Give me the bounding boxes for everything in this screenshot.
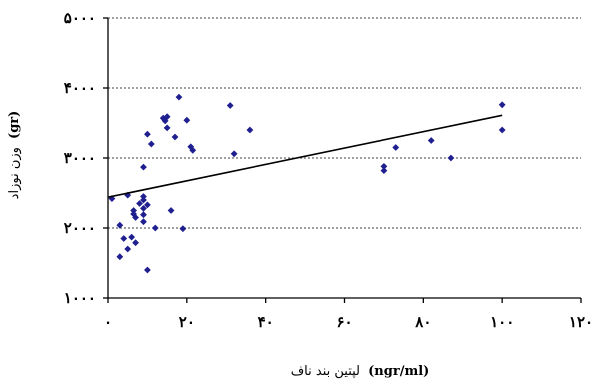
data-point-37 [380,163,388,170]
data-point-36 [246,126,254,134]
x-axis-title: لپتین بند ناف (ngr/ml) [291,364,430,379]
data-point-4 [124,191,132,199]
data-point-0 [108,195,116,202]
data-point-15 [140,211,147,219]
data-point-3 [120,235,128,242]
data-point-22 [151,224,159,232]
data-point-27 [167,207,175,214]
data-point-41 [447,154,455,162]
y-axis-title: وزن نوزاد (gr) [7,111,22,200]
data-point-42 [498,101,506,109]
y-axis-title-unit: (gr) [7,111,22,139]
y-tick-label-3: ۴۰۰۰ [64,79,96,97]
data-point-16 [140,218,147,226]
ticks: ۱۰۰۰ ۲۰۰۰ ۳۰۰۰ ۴۰۰۰ ۵۰۰۰ ۰ ۲۰ ۴۰ ۶۰ ۸۰ ۱۰۰ ۱۲۰ [64,9,593,331]
data-point-39 [392,144,400,151]
data-point-9 [132,214,139,221]
data-point-25 [163,113,171,121]
x-axis-title-text: لپتین بند ناف [291,364,360,379]
data-point-6 [128,233,136,241]
data-point-12 [140,193,147,200]
x-tick-label-0: ۰ [104,313,112,331]
data-point-2 [116,253,124,261]
x-axis-title-unit: (ngr/ml) [368,364,429,379]
data-point-26 [163,124,171,132]
data-point-5 [124,245,132,253]
data-point-10 [132,239,139,247]
y-tick-label-1: ۲۰۰۰ [64,219,96,237]
x-tick-label-6: ۱۲۰ [569,313,593,331]
data-point-33 [189,146,197,154]
data-point-14 [140,205,147,212]
y-axis-title-text: وزن نوزاد [7,147,22,199]
trendline-group [107,114,503,198]
data-point-21 [147,140,155,148]
data-point-8 [130,207,138,214]
data-point-35 [230,150,238,158]
data-point-29 [175,93,183,101]
x-tick-label-5: ۱۰۰ [490,313,514,331]
y-tick-label-2: ۳۰۰۰ [64,149,96,167]
data-point-40 [427,137,435,144]
data-point-32 [187,143,195,151]
data-point-43 [498,126,506,134]
data-point-17 [140,163,147,171]
data-point-19 [144,266,151,274]
x-tick-label-2: ۴۰ [258,313,274,331]
data-points [108,93,506,274]
data-point-24 [161,117,169,125]
x-tick-label-1: ۲۰ [179,313,195,331]
data-point-1 [116,221,124,229]
data-point-11 [136,200,143,207]
data-point-30 [179,225,187,233]
y-tick-label-0: ۱۰۰۰ [64,289,96,307]
data-point-18 [144,201,151,209]
data-point-23 [159,114,167,122]
data-point-38 [380,167,388,174]
y-tick-label-4: ۵۰۰۰ [64,9,96,27]
x-tick-label-4: ۸۰ [414,313,431,331]
data-point-34 [226,102,234,109]
data-point-20 [144,130,151,138]
x-tick-label-3: ۶۰ [336,313,352,331]
data-point-28 [171,133,179,141]
trendline [107,114,503,198]
data-point-31 [183,116,191,124]
data-point-13 [140,196,147,204]
gridlines [108,17,581,229]
